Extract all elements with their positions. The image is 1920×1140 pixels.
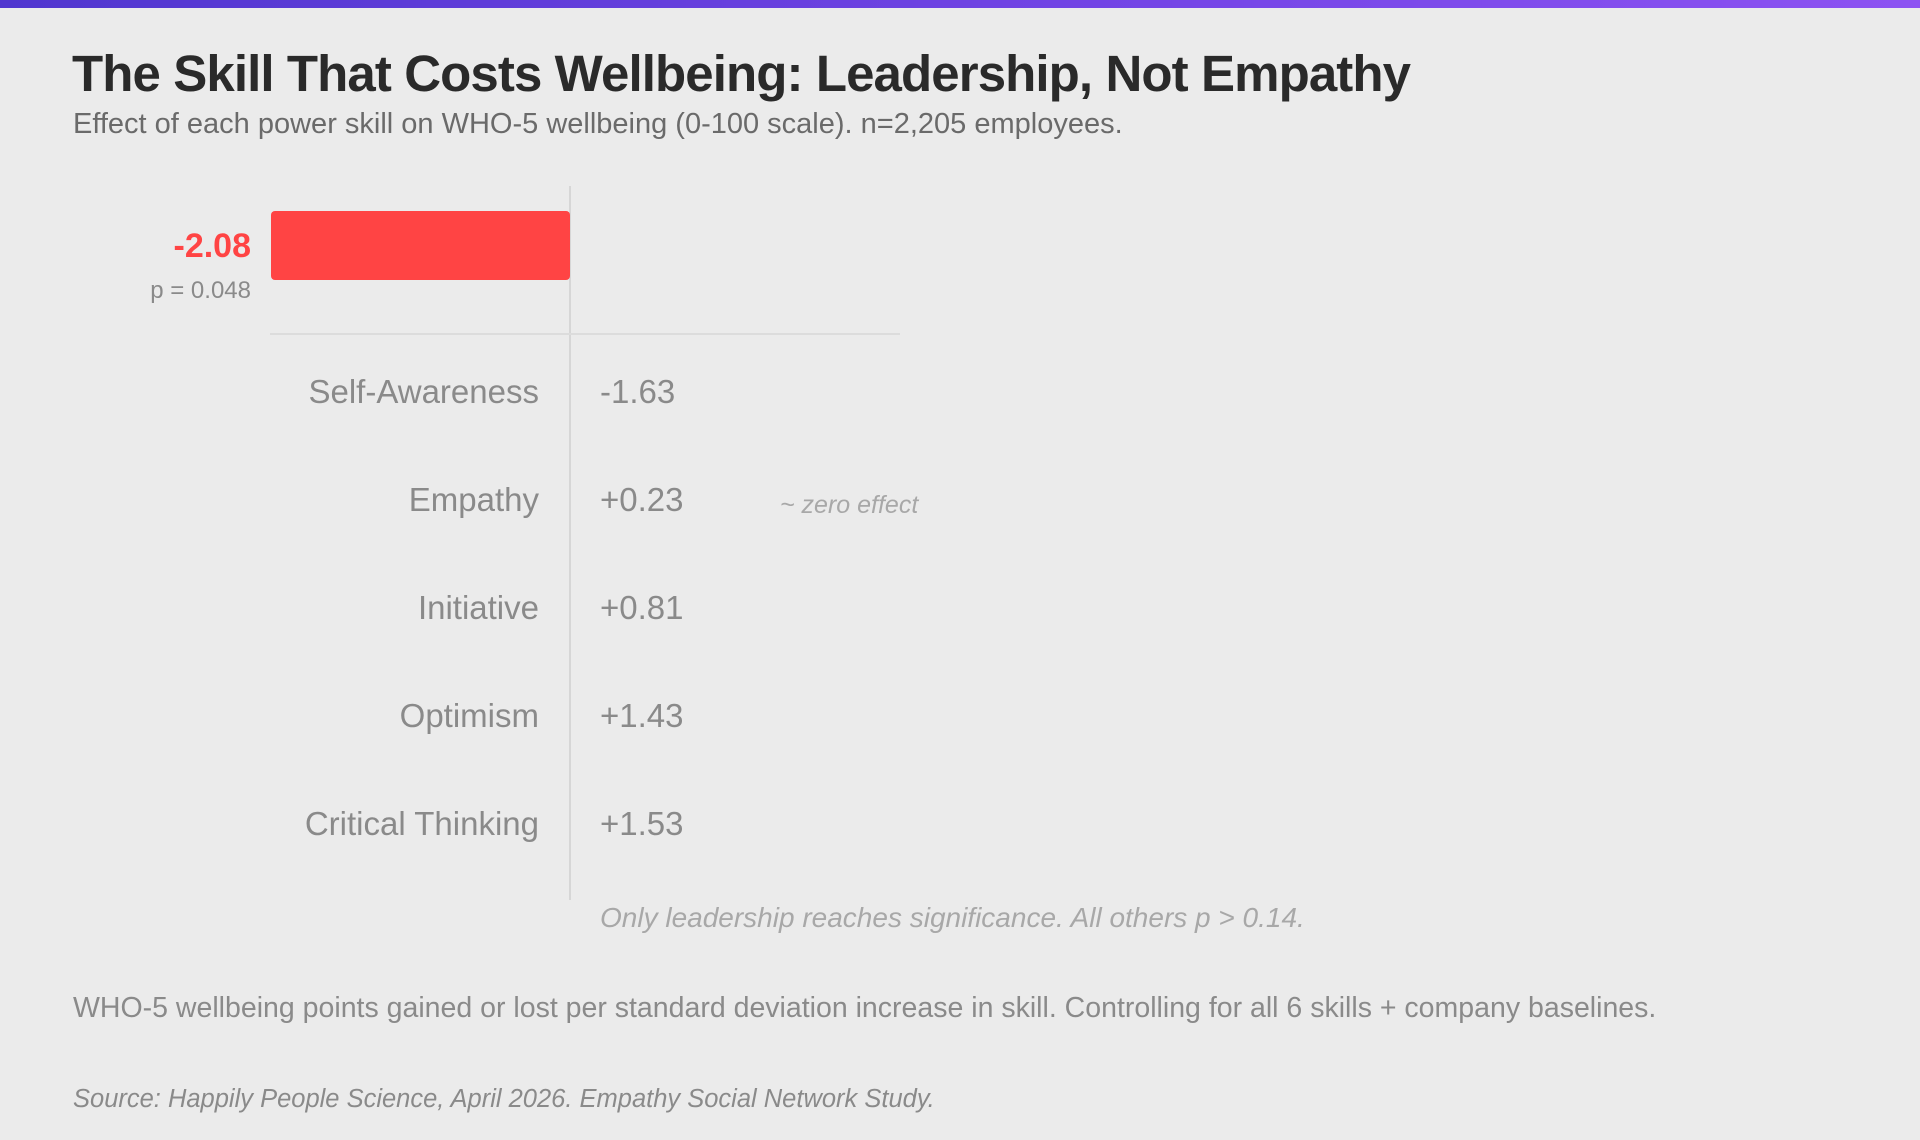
significance-note: Only leadership reaches significance. Al… [600, 902, 1305, 933]
row-label: Optimism [399, 697, 539, 734]
chart-subtitle: Effect of each power skill on WHO-5 well… [73, 108, 1123, 140]
footnote: WHO-5 wellbeing points gained or lost pe… [73, 992, 1657, 1024]
highlighted-p-value: p = 0.048 [150, 277, 251, 304]
bar-highlighted [270, 211, 570, 280]
row-value-label: +0.81 [600, 589, 684, 626]
row-label: Initiative [417, 589, 539, 626]
top-accent-bar [0, 0, 1920, 8]
chart-title: The Skill That Costs Wellbeing: Leadersh… [72, 45, 1411, 102]
row-value-label: -1.63 [600, 373, 676, 410]
row-value-label: +1.53 [600, 805, 684, 842]
zero-axis-line [569, 186, 571, 900]
row-label: Empathy [408, 481, 539, 518]
row-value-label: +0.23 [600, 481, 684, 518]
section-divider [270, 333, 900, 335]
zero-effect-annotation: ~ zero effect [780, 491, 919, 519]
row-value-label: +1.43 [600, 697, 684, 734]
highlighted-value-label: -2.08 [173, 227, 252, 265]
source-note: Source: Happily People Science, April 20… [73, 1085, 935, 1113]
row-label: Self-Awareness [308, 373, 539, 410]
row-label: Critical Thinking [304, 805, 539, 842]
